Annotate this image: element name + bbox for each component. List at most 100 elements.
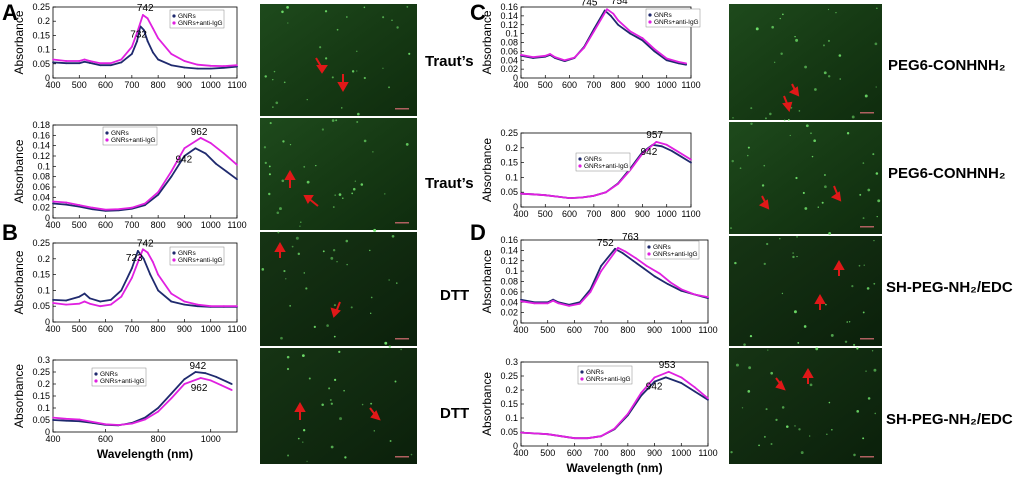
data-point xyxy=(222,66,225,69)
y-tick-label: 0.12 xyxy=(500,20,518,30)
x-tick-label: 1000 xyxy=(671,448,691,458)
x-tick-label: 400 xyxy=(513,80,528,90)
data-point xyxy=(151,51,154,54)
legend-marker xyxy=(94,372,98,376)
data-point xyxy=(544,194,547,197)
data-point xyxy=(157,58,160,61)
row-label-dtt-2: DTT xyxy=(440,405,469,422)
data-point xyxy=(99,64,102,67)
legend-entry: GNRs xyxy=(111,130,129,137)
data-point xyxy=(546,302,549,305)
data-point xyxy=(91,208,94,211)
legend-marker xyxy=(648,13,652,17)
y-tick-label: 0.2 xyxy=(505,143,518,153)
data-point xyxy=(600,435,603,438)
data-point xyxy=(88,302,91,305)
data-point xyxy=(170,52,173,55)
x-tick-label: 600 xyxy=(567,448,582,458)
data-point xyxy=(225,380,228,383)
data-point xyxy=(236,64,238,67)
data-point xyxy=(609,14,612,17)
y-tick-label: 0 xyxy=(45,427,50,437)
data-point xyxy=(183,378,186,381)
x-tick-label: 900 xyxy=(177,324,192,334)
data-point xyxy=(130,276,133,279)
y-tick-label: 0.06 xyxy=(32,182,50,192)
x-tick-label: 1000 xyxy=(201,220,221,230)
y-tick-label: 0.1 xyxy=(505,413,518,423)
series-line-gnrs-anti-igg xyxy=(520,246,709,307)
x-axis-label: Wavelength (nm) xyxy=(97,447,193,461)
legend-marker xyxy=(172,14,176,18)
y-tick-label: 0.15 xyxy=(500,158,518,168)
y-tick-label: 0.25 xyxy=(32,2,50,12)
data-point xyxy=(614,247,616,250)
data-point xyxy=(146,251,149,254)
data-point xyxy=(117,424,120,426)
data-point xyxy=(194,147,197,150)
data-point xyxy=(520,54,522,56)
data-point xyxy=(120,295,123,298)
data-point xyxy=(209,305,212,308)
micrograph-column-right xyxy=(729,4,882,464)
chart-a2: 00.020.040.060.080.10.120.140.160.18 400 5… xyxy=(12,120,247,230)
peak-label: 942 xyxy=(175,154,192,165)
data-point xyxy=(199,377,202,379)
data-point xyxy=(222,65,225,67)
legend-entry: GNRs xyxy=(100,371,118,378)
chart-b1: 0 0.05 0.1 0.15 0.2 0.25 400 500 600 700 800 900 100… xyxy=(12,238,247,334)
x-tick-label: 600 xyxy=(98,434,113,444)
x-tick-label: 800 xyxy=(611,209,626,219)
legend-marker xyxy=(580,370,584,374)
data-point xyxy=(665,143,668,146)
y-tick-label: 0.15 xyxy=(32,391,50,401)
legend-marker xyxy=(578,157,582,161)
data-point xyxy=(230,389,233,391)
peak-label: 962 xyxy=(191,383,208,394)
data-point xyxy=(146,17,149,20)
data-point xyxy=(157,410,160,413)
data-point xyxy=(104,423,107,426)
x-tick-label: 600 xyxy=(562,209,577,219)
data-point xyxy=(544,54,547,57)
data-point xyxy=(642,267,645,270)
data-point xyxy=(78,420,81,423)
plot-area xyxy=(52,6,238,79)
data-point xyxy=(183,155,186,157)
data-point xyxy=(141,14,144,16)
data-point xyxy=(136,31,139,34)
y-tick-label: 0.12 xyxy=(500,256,518,266)
y-tick-label: 0.05 xyxy=(500,427,518,437)
x-tick-label: 1100 xyxy=(227,324,246,334)
data-point xyxy=(586,437,589,440)
y-tick-label: 0 xyxy=(513,73,518,83)
x-tick-label: 1000 xyxy=(201,80,221,90)
x-tick-label: 700 xyxy=(124,220,139,230)
data-point xyxy=(634,257,637,260)
row-label-peg6-2: PEG6-CONHNH₂ xyxy=(888,165,1006,182)
x-tick-label: 900 xyxy=(177,220,192,230)
x-tick-label: 700 xyxy=(124,80,139,90)
data-point xyxy=(660,145,663,148)
y-tick-label: 0.1 xyxy=(505,266,518,276)
data-point xyxy=(592,194,595,197)
legend-entry: GNRs+anti-IgG xyxy=(100,378,145,385)
y-tick-label: 0.05 xyxy=(500,187,518,197)
x-tick-label: 400 xyxy=(45,80,60,90)
y-tick-label: 0.08 xyxy=(500,38,518,48)
data-point xyxy=(592,30,595,33)
data-point xyxy=(196,303,199,306)
data-point xyxy=(196,67,199,70)
data-point xyxy=(170,175,173,178)
legend-entry: GNRs+anti-IgG xyxy=(654,19,699,26)
x-tick-label: 700 xyxy=(586,209,601,219)
x-tick-label: 500 xyxy=(72,220,87,230)
chart-c1: 00.020.040.060.080.10.120.140.16 400 500 60… xyxy=(480,0,701,90)
data-point xyxy=(546,433,549,436)
data-point xyxy=(617,183,620,185)
y-tick-label: 0.1 xyxy=(37,45,50,55)
legend-entry: GNRs xyxy=(654,12,672,19)
y-tick-label: 0.04 xyxy=(500,297,518,307)
